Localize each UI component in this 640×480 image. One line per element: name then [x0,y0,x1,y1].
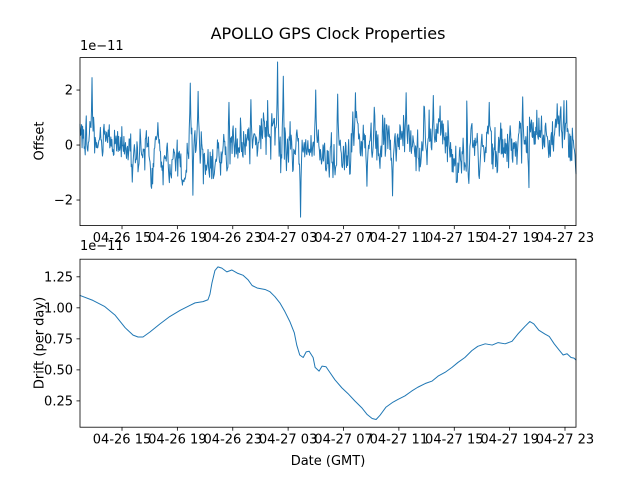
x-axis-label: Date (GMT) [290,454,366,469]
axes-border [79,57,577,226]
y-tick-label: 2 [65,84,73,99]
y-tick-label: 0.25 [44,394,73,409]
x-tick-label: 04-27 19 [480,231,538,246]
x-tick-label: 04-27 19 [480,433,538,448]
y-tick-label: 0 [65,139,73,154]
y-tick-label: −2 [54,194,73,209]
x-tick-label: 04-27 03 [259,231,317,246]
offset-axis-scale-label: 1e−11 [80,39,124,54]
drift-series-line [79,266,577,421]
x-tick-label: 04-27 15 [425,433,483,448]
x-tick-label: 04-26 23 [204,433,262,448]
chart-title: APOLLO GPS Clock Properties [210,24,446,43]
offset-series-line [79,61,577,218]
x-tick-label: 04-27 23 [536,433,594,448]
x-tick-label: 04-26 15 [93,433,151,448]
x-tick-label: 04-27 15 [425,231,483,246]
drift-axis-scale-label: 1e−11 [80,239,124,254]
x-tick-label: 04-27 03 [259,433,317,448]
x-tick-label: 04-26 15 [93,231,151,246]
x-tick-label: 04-27 11 [370,231,428,246]
y-tick-label: 0.50 [44,363,73,378]
x-tick-label: 04-27 07 [314,231,372,246]
axes-border [79,258,577,428]
y-tick-label: 1.00 [44,301,73,316]
x-tick-label: 04-27 23 [536,231,594,246]
y-tick-label: 0.75 [44,332,73,347]
x-tick-label: 04-27 07 [314,433,372,448]
x-tick-label: 04-26 19 [148,433,206,448]
x-tick-label: 04-26 19 [148,231,206,246]
y-tick-label: 1.25 [44,270,73,285]
x-tick-label: 04-26 23 [204,231,262,246]
x-tick-label: 04-27 11 [370,433,428,448]
